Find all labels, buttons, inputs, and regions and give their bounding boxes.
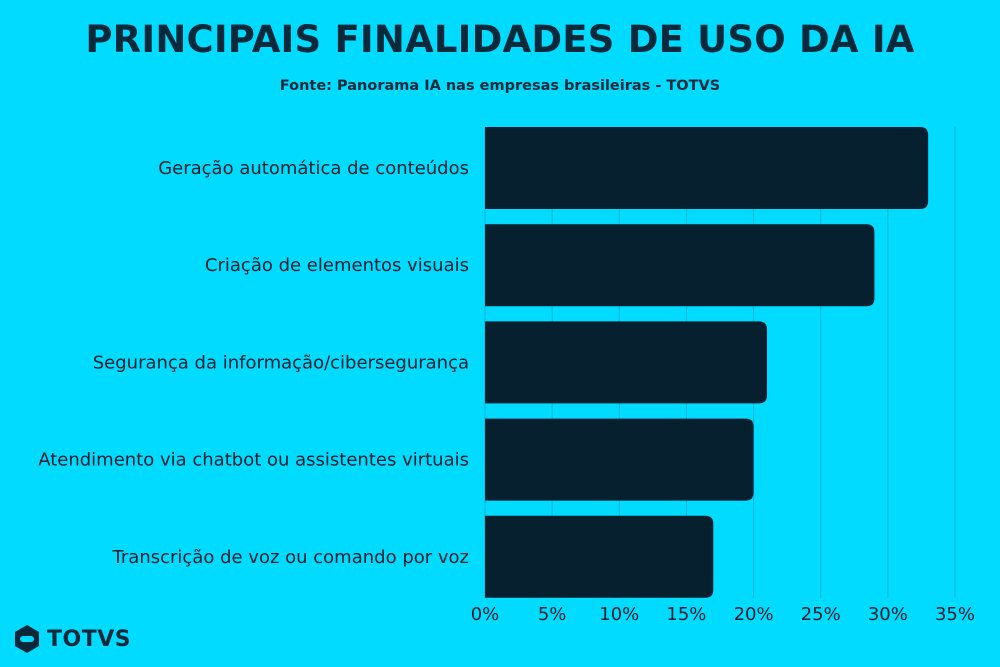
bar [485,127,929,209]
x-tick-label: 30% [868,604,908,625]
category-label: Criação de elementos visuais [205,255,469,276]
chart-subtitle: Fonte: Panorama IA nas empresas brasilei… [279,78,721,94]
x-tick-label: 25% [801,604,841,625]
x-tick-label: 35% [935,604,975,625]
bar [485,418,754,501]
x-tick-label: 20% [734,604,774,625]
category-label: Transcrição de voz ou comando por voz [112,547,469,568]
bar [485,224,875,307]
category-label: Geração automática de conteúdos [158,158,469,179]
category-label: Segurança da informação/cibersegurança [93,352,469,373]
x-tick-label: 5% [538,604,567,625]
totvs-logo: TOTVS [12,622,131,656]
category-labels: Geração automática de conteúdos Criação d… [38,158,469,568]
chart-title: PRINCIPAIS FINALIDADES DE USO DA IA [85,18,915,61]
x-tick-label: 15% [666,604,706,625]
bar [485,515,714,598]
bars [485,127,929,598]
logo-text: TOTVS [47,626,132,652]
x-tick-label: 10% [599,604,639,625]
category-label: Atendimento via chatbot ou assistentes v… [38,450,469,471]
bar [485,321,767,404]
x-axis-ticks: 0% 5% 10% 15% 20% 25% 30% 35% [471,604,975,625]
x-tick-label: 0% [471,604,500,625]
totvs-logo-icon [15,625,39,653]
